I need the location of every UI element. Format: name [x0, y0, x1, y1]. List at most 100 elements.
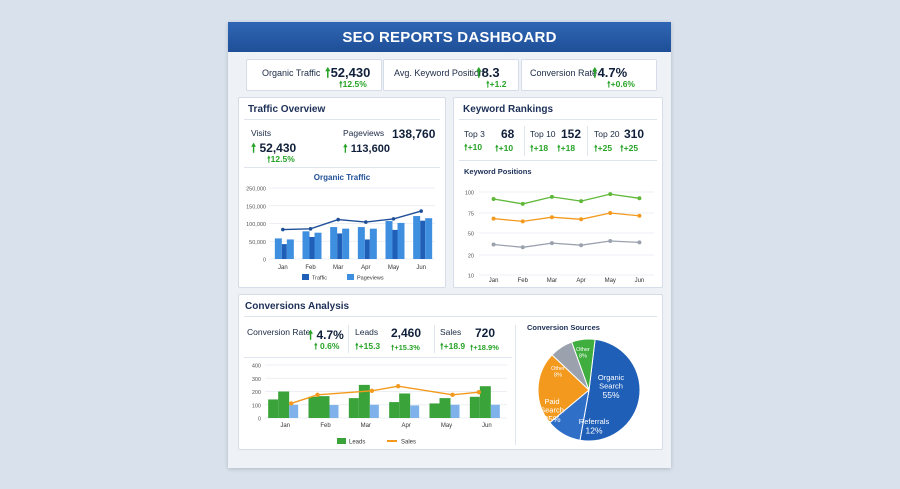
y-tick-label: 100,000: [246, 222, 266, 228]
bar-leads: [479, 386, 491, 418]
sales-change: 🠕+18.9: [440, 341, 465, 355]
keyword-positions-chart: Keyword Positions 100 75 50 20 10 Jan Feb Mar Apr…: [464, 167, 654, 284]
top10-change-2-text: +18: [560, 143, 576, 153]
pie-value: 8%: [579, 354, 587, 360]
top3-change: 🠕+10: [464, 142, 482, 156]
divider: [244, 316, 657, 317]
bar-leads: [429, 403, 440, 418]
conversion-rate-change: 🠕 0.6%: [314, 341, 339, 355]
y-tick-label: 0: [263, 258, 266, 264]
bar-leads: [469, 396, 480, 418]
arrow-up-icon: 🠕: [594, 143, 598, 153]
conversion-sources-chart: Conversion SourcesOrganicSearch55%Referr…: [527, 323, 641, 442]
bar-leads: [348, 398, 359, 418]
y-tick-label: 100: [465, 191, 474, 197]
bar-pageviews: [302, 231, 310, 259]
point-organic-traffic: [336, 217, 340, 222]
arrow-up-icon: 🠕: [391, 343, 395, 352]
keyword-line: [493, 193, 640, 205]
keyword-point: [637, 240, 642, 245]
pie-label: Paid: [544, 397, 559, 406]
bar-leads: [358, 384, 370, 418]
point-sales: [288, 401, 294, 406]
top3-change-2: 🠕+10: [495, 143, 513, 157]
keyword-point: [549, 215, 554, 220]
leads-change-text: +15.3: [358, 341, 381, 351]
kpi-card-organic-traffic[interactable]: Organic Traffic 🠕52,430 🠕12.5%: [246, 59, 382, 91]
conversion-rate-label: Conversion Rate: [247, 327, 311, 337]
bar-leads: [389, 402, 400, 418]
arrow-up-icon: 🠕: [267, 154, 271, 164]
sales-change-pct: 🠕+18.9%: [470, 342, 499, 355]
point-organic-traffic: [364, 220, 368, 224]
sales-value: 720: [475, 326, 496, 340]
keyword-rankings-title: Keyword Rankings: [463, 104, 554, 115]
pie-slice: [537, 354, 590, 424]
leads-change-pct: 🠕+15.3%: [391, 342, 420, 355]
kpi-card-conversion-rate[interactable]: Conversion Rate 🠕4.7% 🠕+0.6%: [521, 59, 657, 91]
point-organic-traffic: [391, 217, 396, 221]
keyword-line: [493, 240, 640, 248]
y-tick-label: 75: [468, 212, 474, 218]
kpi-value: 🠕4.7%: [592, 64, 627, 86]
sales-change-text: +18.9: [443, 341, 466, 351]
bar-secondary: [329, 405, 339, 418]
arrow-up-icon: 🠕: [530, 143, 534, 153]
divider: [244, 119, 440, 120]
divider: [244, 167, 440, 168]
pie-value: 12%: [585, 426, 602, 436]
arrow-up-icon: 🠕: [314, 341, 318, 351]
sales-change-pct-text: +18.9%: [473, 343, 499, 352]
kpi-label: Conversion Rate: [530, 68, 598, 78]
pie-label: Search: [540, 406, 564, 415]
pie-value: 55%: [602, 390, 619, 400]
pageviews-sub-text: 113,600: [350, 143, 390, 155]
top10-change-2: 🠕+18: [557, 143, 575, 157]
arrow-up-icon: 🠕: [476, 65, 482, 80]
kpi-label: Organic Traffic: [262, 68, 321, 78]
top10-change-text: +18: [533, 143, 549, 153]
organic-traffic-chart: Organic Traffic 250,000 150,000 100,000 50,0…: [246, 173, 435, 282]
bar-traffic: [309, 236, 315, 259]
x-tick-label: Apr: [576, 278, 585, 284]
divider: [524, 126, 525, 156]
kpi-change-text: 12.5%: [342, 79, 367, 89]
bar-leads: [318, 396, 330, 418]
line-sales: [290, 385, 479, 405]
pageviews-label: Pageviews: [343, 128, 385, 138]
leads-value: 2,460: [391, 326, 422, 340]
keyword-point: [579, 199, 584, 204]
chart-title: Organic Traffic: [314, 173, 371, 182]
bar-traffic: [364, 239, 370, 259]
top3-label: Top 3: [464, 129, 485, 139]
legend-label-traffic: Traffic: [312, 276, 327, 282]
bar-pageviews: [357, 227, 365, 259]
divider: [434, 325, 435, 353]
bar-pageviews: [330, 227, 338, 259]
bar-secondary: [369, 404, 379, 418]
arrow-up-icon: 🠕: [592, 65, 598, 80]
bar-pageviews: [369, 228, 377, 259]
bar-pageviews: [425, 218, 433, 259]
x-tick-label: Jan: [280, 423, 290, 429]
x-tick-label: Mar: [361, 423, 371, 429]
bar-pageviews: [397, 222, 405, 259]
bar-traffic: [337, 233, 343, 259]
x-tick-label: Jun: [482, 423, 492, 429]
dashboard: SEO REPORTS DASHBOARD Organic Traffic 🠕5…: [228, 22, 671, 468]
top20-change-2-text: +25: [623, 143, 639, 153]
kpi-value: 🠕8.3: [476, 64, 500, 86]
arrow-up-icon: 🠕: [495, 143, 499, 153]
top20-change-text: +25: [597, 143, 613, 153]
divider: [515, 325, 516, 445]
arrow-up-icon: 🠕: [251, 141, 257, 155]
kpi-change: 🠕+0.6%: [607, 79, 635, 93]
keyword-point: [549, 194, 554, 199]
arrow-up-icon: 🠕: [557, 143, 561, 153]
kpi-change-text: +1.2: [489, 79, 507, 89]
top20-change-2: 🠕+25: [620, 143, 638, 157]
keyword-point: [608, 239, 613, 243]
legend-label-leads: Leads: [349, 440, 365, 446]
top20-change: 🠕+25: [594, 143, 612, 157]
kpi-card-keyword-position[interactable]: Avg. Keyword Position 🠕8.3 🠕+1.2: [383, 59, 519, 91]
